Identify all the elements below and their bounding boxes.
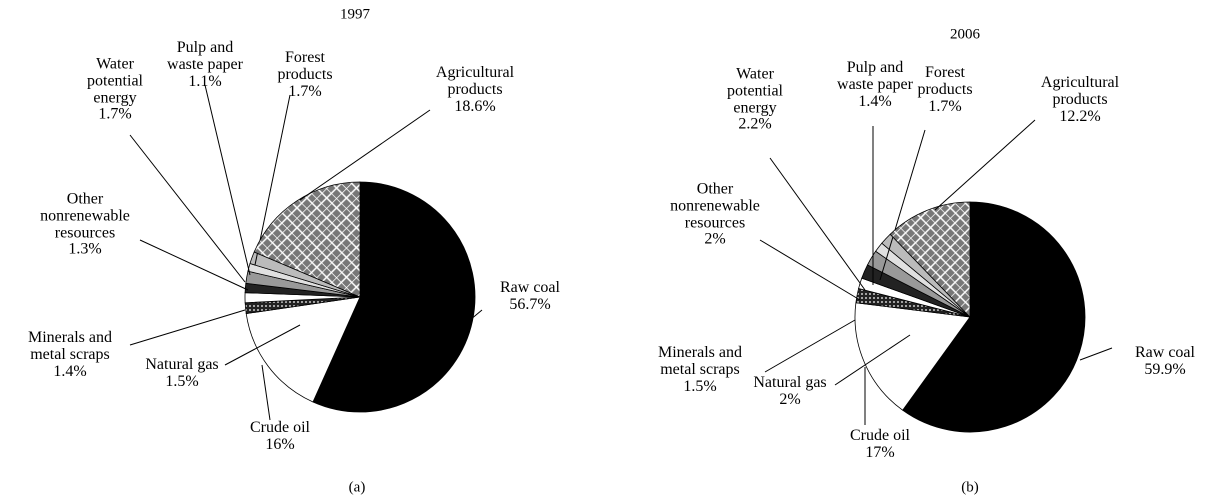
category-name: Raw coal (1135, 344, 1195, 362)
category-name: Minerals and metal scraps (658, 343, 742, 378)
category-name: Forest products (917, 63, 973, 98)
slice-label: Crude oil 17% (835, 427, 925, 462)
leader-line (139, 239, 249, 291)
value-label: 17% (865, 444, 895, 461)
leader-line (204, 84, 251, 276)
category-name: Agricultural products (1040, 73, 1120, 108)
category-name: Water potential energy (727, 65, 783, 116)
category-name: Crude oil (850, 427, 910, 445)
slice-label: Minerals and metal scraps 1.4% (15, 328, 125, 380)
pie-slice (902, 201, 1086, 433)
category-name: Pulp and waste paper (837, 58, 913, 93)
value-label: 1.3% (68, 240, 102, 258)
leader-line (129, 134, 246, 283)
category-name: Minerals and metal scraps (28, 328, 112, 363)
value-label: 18.6% (454, 97, 496, 115)
slice-label: Pulp and waste paper 1.1% (158, 38, 253, 90)
leader-line (1079, 347, 1113, 361)
leader-line (834, 334, 911, 386)
slice-label: Water potential energy 2.2% (718, 65, 793, 133)
slice-label: Water potential energy 1.7% (78, 55, 153, 123)
pie-slice (245, 296, 361, 403)
slice-label: Natural gas 1.5% (132, 356, 232, 391)
value-label: 2.2% (738, 115, 772, 133)
pie-slice (253, 181, 361, 298)
value-label: 1.5% (165, 373, 199, 390)
value-label: 12.2% (1059, 107, 1101, 125)
slice-label: Agricultural products 12.2% (1030, 73, 1130, 125)
leader-line (299, 109, 431, 201)
slice-label: Crude oil 16% (235, 419, 325, 454)
category-name: Other nonrenewable resources (40, 190, 130, 241)
pie-slice (889, 201, 971, 318)
pie-slice (854, 302, 971, 411)
leader-line (129, 309, 246, 346)
value-label: 59.9% (1144, 361, 1186, 378)
pie-slice (312, 181, 476, 413)
leader-line (759, 239, 861, 301)
slice-label: Forest products 1.7% (908, 63, 983, 115)
value-label: 2% (779, 391, 801, 408)
slice-label: Raw coal 59.9% (1125, 344, 1205, 379)
value-label: 2% (704, 230, 726, 248)
category-name: Other nonrenewable resources (670, 180, 760, 231)
leader-line (934, 119, 1036, 211)
leader-line (261, 364, 271, 421)
leader-line (254, 94, 291, 266)
category-name: Pulp and waste paper (167, 38, 243, 73)
value-label: 1.7% (928, 97, 962, 115)
chart-title: 1997 (340, 6, 370, 23)
value-label: 56.7% (509, 296, 551, 313)
leader-line (469, 309, 483, 321)
leader-line (879, 129, 926, 281)
caption: (b) (961, 479, 979, 496)
category-name: Natural gas (145, 356, 219, 374)
leader-line (224, 324, 301, 366)
slice-label: Natural gas 2% (740, 374, 840, 409)
category-name: Crude oil (250, 419, 310, 437)
slice-label: Other nonrenewable resources 2% (660, 180, 770, 248)
slice-label: Minerals and metal scraps 1.5% (645, 343, 755, 395)
value-label: 1.4% (53, 362, 87, 380)
value-label: 1.7% (288, 82, 322, 100)
category-name: Water potential energy (87, 55, 143, 106)
category-name: Agricultural products (435, 63, 515, 98)
value-label: 1.4% (858, 92, 892, 110)
slice-label: Agricultural products 18.6% (425, 63, 525, 115)
chart-title: 2006 (950, 26, 980, 43)
category-name: Raw coal (500, 279, 560, 297)
category-name: Natural gas (753, 374, 827, 392)
value-label: 1.5% (683, 377, 717, 395)
value-label: 16% (265, 436, 295, 453)
category-name: Forest products (277, 48, 333, 83)
slice-label: Other nonrenewable resources 1.3% (30, 190, 140, 258)
slice-label: Raw coal 56.7% (490, 279, 570, 314)
caption: (a) (348, 479, 366, 496)
value-label: 1.7% (98, 105, 132, 123)
value-label: 1.1% (188, 72, 222, 90)
leader-line (764, 319, 856, 373)
leader-line (769, 157, 866, 291)
slice-label: Forest products 1.7% (268, 48, 343, 100)
slice-label: Pulp and waste paper 1.4% (828, 58, 923, 110)
